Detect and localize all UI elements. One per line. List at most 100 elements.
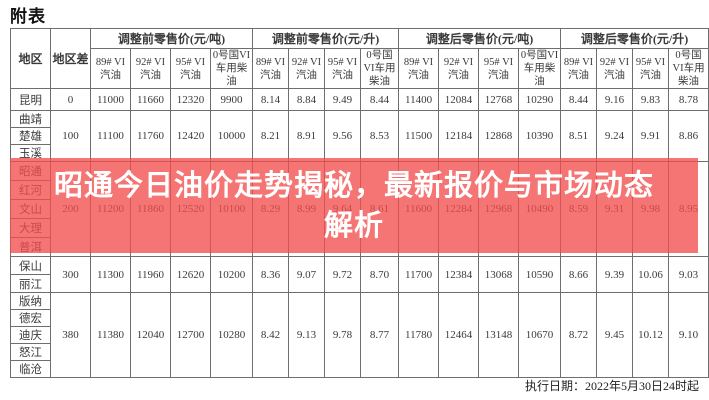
header-fuel: 92# VI汽油 xyxy=(130,47,171,90)
region-cell: 保山 xyxy=(10,256,51,276)
price-cell: 8.70 xyxy=(360,256,400,294)
price-cell: 12184 xyxy=(438,110,480,163)
header-fuel: 0号国VI车用柴油 xyxy=(518,47,562,90)
headline-line1: 昭通今日油价走势揭秘，最新报价与市场动态 xyxy=(53,169,654,202)
price-cell: 11660 xyxy=(130,88,171,112)
table-row: 怒江 xyxy=(10,343,709,362)
price-cell: 13148 xyxy=(478,292,520,379)
table-row: 楚雄 xyxy=(10,127,709,146)
table-row: 版纳 380 11380 12040 12700 10280 8.42 9.13… xyxy=(10,292,709,379)
diff-cell: 0 xyxy=(50,88,91,112)
price-cell: 11500 xyxy=(398,110,440,163)
price-cell: 9.39 xyxy=(596,256,634,294)
header-fuel: 95# VI汽油 xyxy=(478,47,520,90)
header-group-after-ton: 调整后零售价(元/吨) xyxy=(398,28,562,49)
price-cell: 9.16 xyxy=(596,88,634,112)
header-fuel: 95# VI汽油 xyxy=(170,47,211,90)
page-title: 附表 xyxy=(10,7,46,26)
header-fuel: 95# VI汽油 xyxy=(632,47,670,90)
price-cell: 8.44 xyxy=(560,88,598,112)
price-cell: 8.53 xyxy=(360,110,400,163)
header-fuel: 92# VI汽油 xyxy=(288,47,326,90)
region-cell: 迪庆 xyxy=(10,326,51,345)
price-cell: 11960 xyxy=(130,256,171,294)
header-fuel: 89# VI汽油 xyxy=(90,47,131,90)
header-fuel: 0号国VI车用柴油 xyxy=(360,47,400,90)
price-cell: 8.72 xyxy=(560,292,598,379)
price-cell: 8.14 xyxy=(252,88,290,112)
header-fuel: 89# VI汽油 xyxy=(398,47,440,90)
price-cell: 11780 xyxy=(398,292,440,379)
price-cell: 10590 xyxy=(518,256,562,294)
region-cell: 德宏 xyxy=(10,309,51,328)
price-cell: 11300 xyxy=(90,256,131,294)
price-cell: 8.86 xyxy=(668,110,709,163)
price-cell: 12768 xyxy=(478,88,520,112)
price-cell: 9.83 xyxy=(632,88,670,112)
price-cell: 11380 xyxy=(90,292,131,379)
table-row: 迪庆 xyxy=(10,326,709,345)
price-cell: 9.07 xyxy=(288,256,326,294)
price-cell: 9.24 xyxy=(596,110,634,163)
price-cell: 9.10 xyxy=(668,292,709,379)
price-cell: 12868 xyxy=(478,110,520,163)
diff-cell: 100 xyxy=(50,110,91,163)
headline-line2: 解析 xyxy=(323,209,384,242)
price-cell: 9.91 xyxy=(632,110,670,163)
price-cell: 8.42 xyxy=(252,292,290,379)
region-cell: 曲靖 xyxy=(10,110,51,129)
price-cell: 8.21 xyxy=(252,110,290,163)
table-row: 德宏 xyxy=(10,309,709,328)
price-cell: 12700 xyxy=(170,292,211,379)
price-cell: 9.03 xyxy=(668,256,709,294)
price-cell: 12320 xyxy=(170,88,211,112)
price-cell: 9.72 xyxy=(324,256,362,294)
price-cell: 8.84 xyxy=(288,88,326,112)
price-cell: 10.12 xyxy=(632,292,670,379)
price-cell: 12384 xyxy=(438,256,480,294)
price-cell: 8.78 xyxy=(668,88,709,112)
diff-cell: 380 xyxy=(50,292,91,379)
table-row: 临沧 xyxy=(10,360,709,379)
price-cell: 12040 xyxy=(130,292,171,379)
region-cell: 玉溪 xyxy=(10,144,51,163)
price-cell: 8.51 xyxy=(560,110,598,163)
price-cell: 12084 xyxy=(438,88,480,112)
price-cell: 8.36 xyxy=(252,256,290,294)
price-cell: 11100 xyxy=(90,110,131,163)
price-cell: 10390 xyxy=(518,110,562,163)
header-fuel: 89# VI汽油 xyxy=(252,47,290,90)
header-fuel: 89# VI汽油 xyxy=(560,47,598,90)
price-cell: 12620 xyxy=(170,256,211,294)
price-cell: 10000 xyxy=(209,110,254,163)
region-cell: 怒江 xyxy=(10,343,51,362)
price-cell: 12420 xyxy=(170,110,211,163)
region-cell: 楚雄 xyxy=(10,127,51,146)
region-cell: 临沧 xyxy=(10,360,51,379)
table-row: 玉溪 xyxy=(10,144,709,163)
price-cell: 9.13 xyxy=(288,292,326,379)
header-diff: 地区差 xyxy=(50,27,91,90)
price-cell: 10280 xyxy=(209,292,254,379)
price-cell: 11400 xyxy=(398,88,440,112)
diff-cell: 300 xyxy=(50,256,91,294)
effective-date: 执行日期：2022年5月30日24时起 xyxy=(524,379,699,393)
price-cell: 11000 xyxy=(90,88,131,112)
price-cell: 8.44 xyxy=(360,88,400,112)
headline-banner: 昭通今日油价走势揭秘，最新报价与市场动态 解析 xyxy=(10,158,698,253)
table-row: 昆明 0 11000 11660 12320 9900 8.14 8.84 9.… xyxy=(10,88,709,112)
header-fuel: 92# VI汽油 xyxy=(438,47,480,90)
region-cell: 昆明 xyxy=(10,88,51,112)
header-group-before-ton: 调整前零售价(元/吨) xyxy=(89,28,254,49)
header-fuel: 0号国VI车用柴油 xyxy=(209,47,254,90)
price-cell: 10290 xyxy=(518,88,562,112)
price-cell: 9.45 xyxy=(596,292,634,379)
header-group-before-liter: 调整前零售价(元/升) xyxy=(252,28,400,49)
price-cell: 11700 xyxy=(398,256,440,294)
price-cell: 9.49 xyxy=(324,88,362,112)
header-group-after-liter: 调整后零售价(元/升) xyxy=(560,28,709,49)
price-cell: 9.78 xyxy=(324,292,362,379)
region-cell: 丽江 xyxy=(10,274,51,294)
region-cell: 版纳 xyxy=(10,292,51,311)
